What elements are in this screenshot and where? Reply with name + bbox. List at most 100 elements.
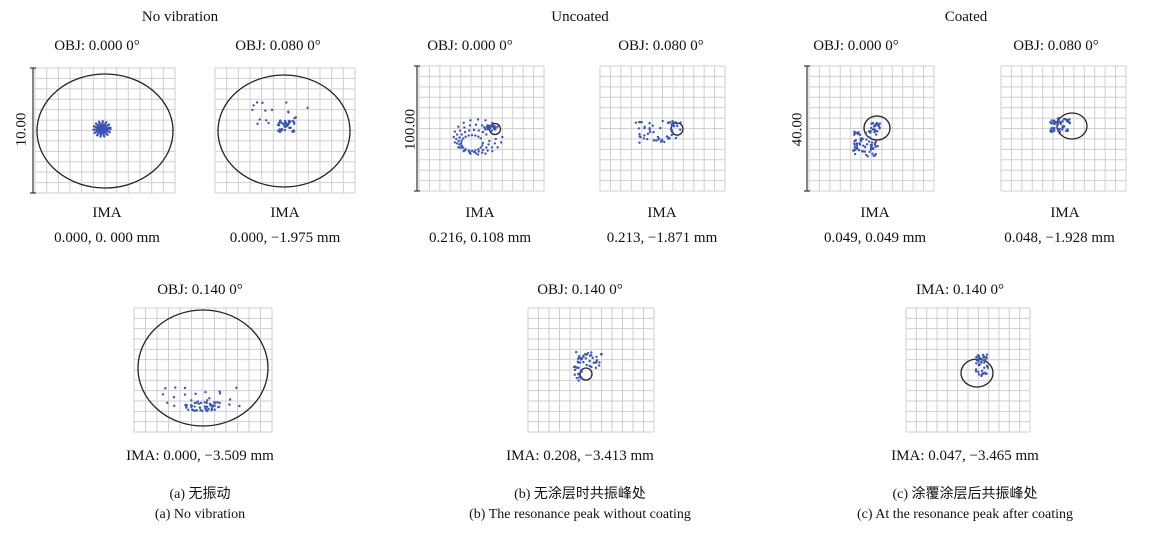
spot-point: [486, 127, 489, 130]
spot-point: [577, 372, 580, 375]
spot-point: [455, 137, 458, 141]
spot-point: [638, 135, 641, 138]
spot-point: [205, 405, 209, 408]
spot-point: [656, 135, 660, 139]
spot-point: [487, 143, 490, 146]
spot-point: [164, 387, 167, 390]
ima-title-b2: IMA: [647, 205, 677, 221]
spot-point: [639, 120, 642, 124]
spot-point: [853, 130, 856, 133]
spot-diagram-c1: [804, 65, 935, 192]
spot-point: [860, 137, 863, 140]
spot-point: [868, 136, 871, 139]
spot-point: [872, 154, 875, 158]
airy-disk-circle: [137, 309, 269, 427]
spot-point: [196, 400, 200, 403]
spot-point: [109, 126, 112, 129]
spot-point: [238, 404, 241, 408]
spot-point: [981, 353, 985, 357]
spot-point: [462, 149, 465, 153]
ima-value-c3: IMA: 0.047, −3.465 mm: [891, 448, 1039, 464]
spot-point: [457, 146, 460, 149]
spot-point: [265, 119, 268, 122]
spot-point: [463, 126, 466, 129]
spot-point: [588, 364, 591, 368]
spot-point: [193, 409, 197, 413]
spot-point: [874, 123, 877, 126]
spot-point: [462, 137, 465, 140]
spot-point: [868, 150, 871, 154]
spot-point: [92, 125, 96, 128]
spot-diagram-a3: [133, 307, 273, 433]
spot-point: [980, 374, 983, 378]
spot-point: [975, 362, 978, 365]
spot-point: [483, 126, 486, 129]
spot-point: [679, 121, 682, 124]
heading-no-vibration: No vibration: [141, 9, 219, 25]
spot-point: [586, 351, 590, 355]
spot-diagram-b1: [414, 65, 545, 192]
spot-point: [493, 142, 497, 145]
spot-point: [458, 129, 462, 132]
spot-point: [985, 357, 988, 360]
spot-point: [661, 119, 664, 123]
heading-uncoated: Uncoated: [551, 9, 609, 25]
ima-title-a1: IMA: [92, 205, 122, 221]
spot-point: [663, 140, 666, 144]
spot-point: [985, 353, 989, 356]
spot-point: [646, 137, 649, 141]
spot-point: [855, 142, 859, 145]
spot-point: [659, 140, 663, 143]
spot-point: [864, 131, 868, 134]
spot-point: [1052, 120, 1055, 123]
spot-point: [270, 108, 274, 112]
spot-point: [1054, 121, 1057, 124]
spot-point: [869, 129, 872, 133]
ima-title-c1: IMA: [860, 205, 890, 221]
spot-diagram-b3: [527, 307, 655, 433]
spot-point: [105, 121, 108, 124]
spot-point: [97, 120, 101, 124]
spot-point: [218, 390, 221, 393]
spot-point: [676, 124, 679, 128]
spot-point: [595, 355, 598, 358]
spot-point: [579, 369, 583, 372]
spot-point: [256, 122, 259, 125]
spot-point: [660, 138, 664, 141]
spot-point: [216, 401, 219, 404]
spot-point: [1052, 127, 1055, 131]
obj-label-a3: OBJ: 0.140 0°: [157, 282, 243, 298]
spot-point: [870, 141, 874, 144]
spot-point: [977, 354, 981, 358]
spot-point: [1058, 130, 1062, 133]
spot-point: [204, 407, 207, 410]
spot-point: [484, 152, 487, 155]
spot-point: [292, 129, 295, 132]
spot-point: [106, 133, 109, 137]
spot-point: [874, 133, 878, 136]
spot-point: [578, 376, 581, 379]
spot-point: [643, 126, 646, 130]
spot-point: [488, 126, 492, 130]
spot-point: [467, 134, 470, 137]
spot-point: [676, 134, 679, 137]
spot-point: [455, 133, 459, 136]
spot-point: [190, 399, 193, 402]
spot-point: [679, 128, 682, 131]
spot-point: [578, 361, 582, 364]
spot-point: [670, 129, 674, 132]
spot-point: [166, 401, 169, 404]
spot-point: [651, 124, 654, 127]
obj-label-a1: OBJ: 0.000 0°: [54, 38, 140, 54]
spot-point: [870, 144, 874, 147]
spot-point: [576, 357, 580, 360]
spot-point: [599, 353, 603, 356]
caption-en-c: (c) At the resonance peak after coating: [856, 507, 1074, 522]
spot-point: [92, 128, 95, 131]
spot-point: [480, 151, 484, 154]
spot-point: [452, 135, 455, 139]
spot-point: [208, 402, 212, 405]
spot-point: [654, 139, 658, 142]
spot-point: [977, 357, 981, 360]
spot-point: [853, 148, 856, 152]
